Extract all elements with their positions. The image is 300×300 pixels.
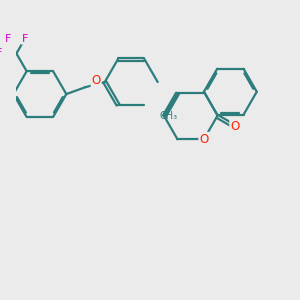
- Text: O: O: [230, 120, 239, 133]
- Text: F: F: [22, 34, 28, 44]
- Text: F: F: [0, 49, 3, 58]
- Text: CH₃: CH₃: [159, 111, 177, 121]
- Text: F: F: [5, 34, 11, 44]
- Text: O: O: [199, 133, 208, 146]
- Text: O: O: [92, 74, 101, 88]
